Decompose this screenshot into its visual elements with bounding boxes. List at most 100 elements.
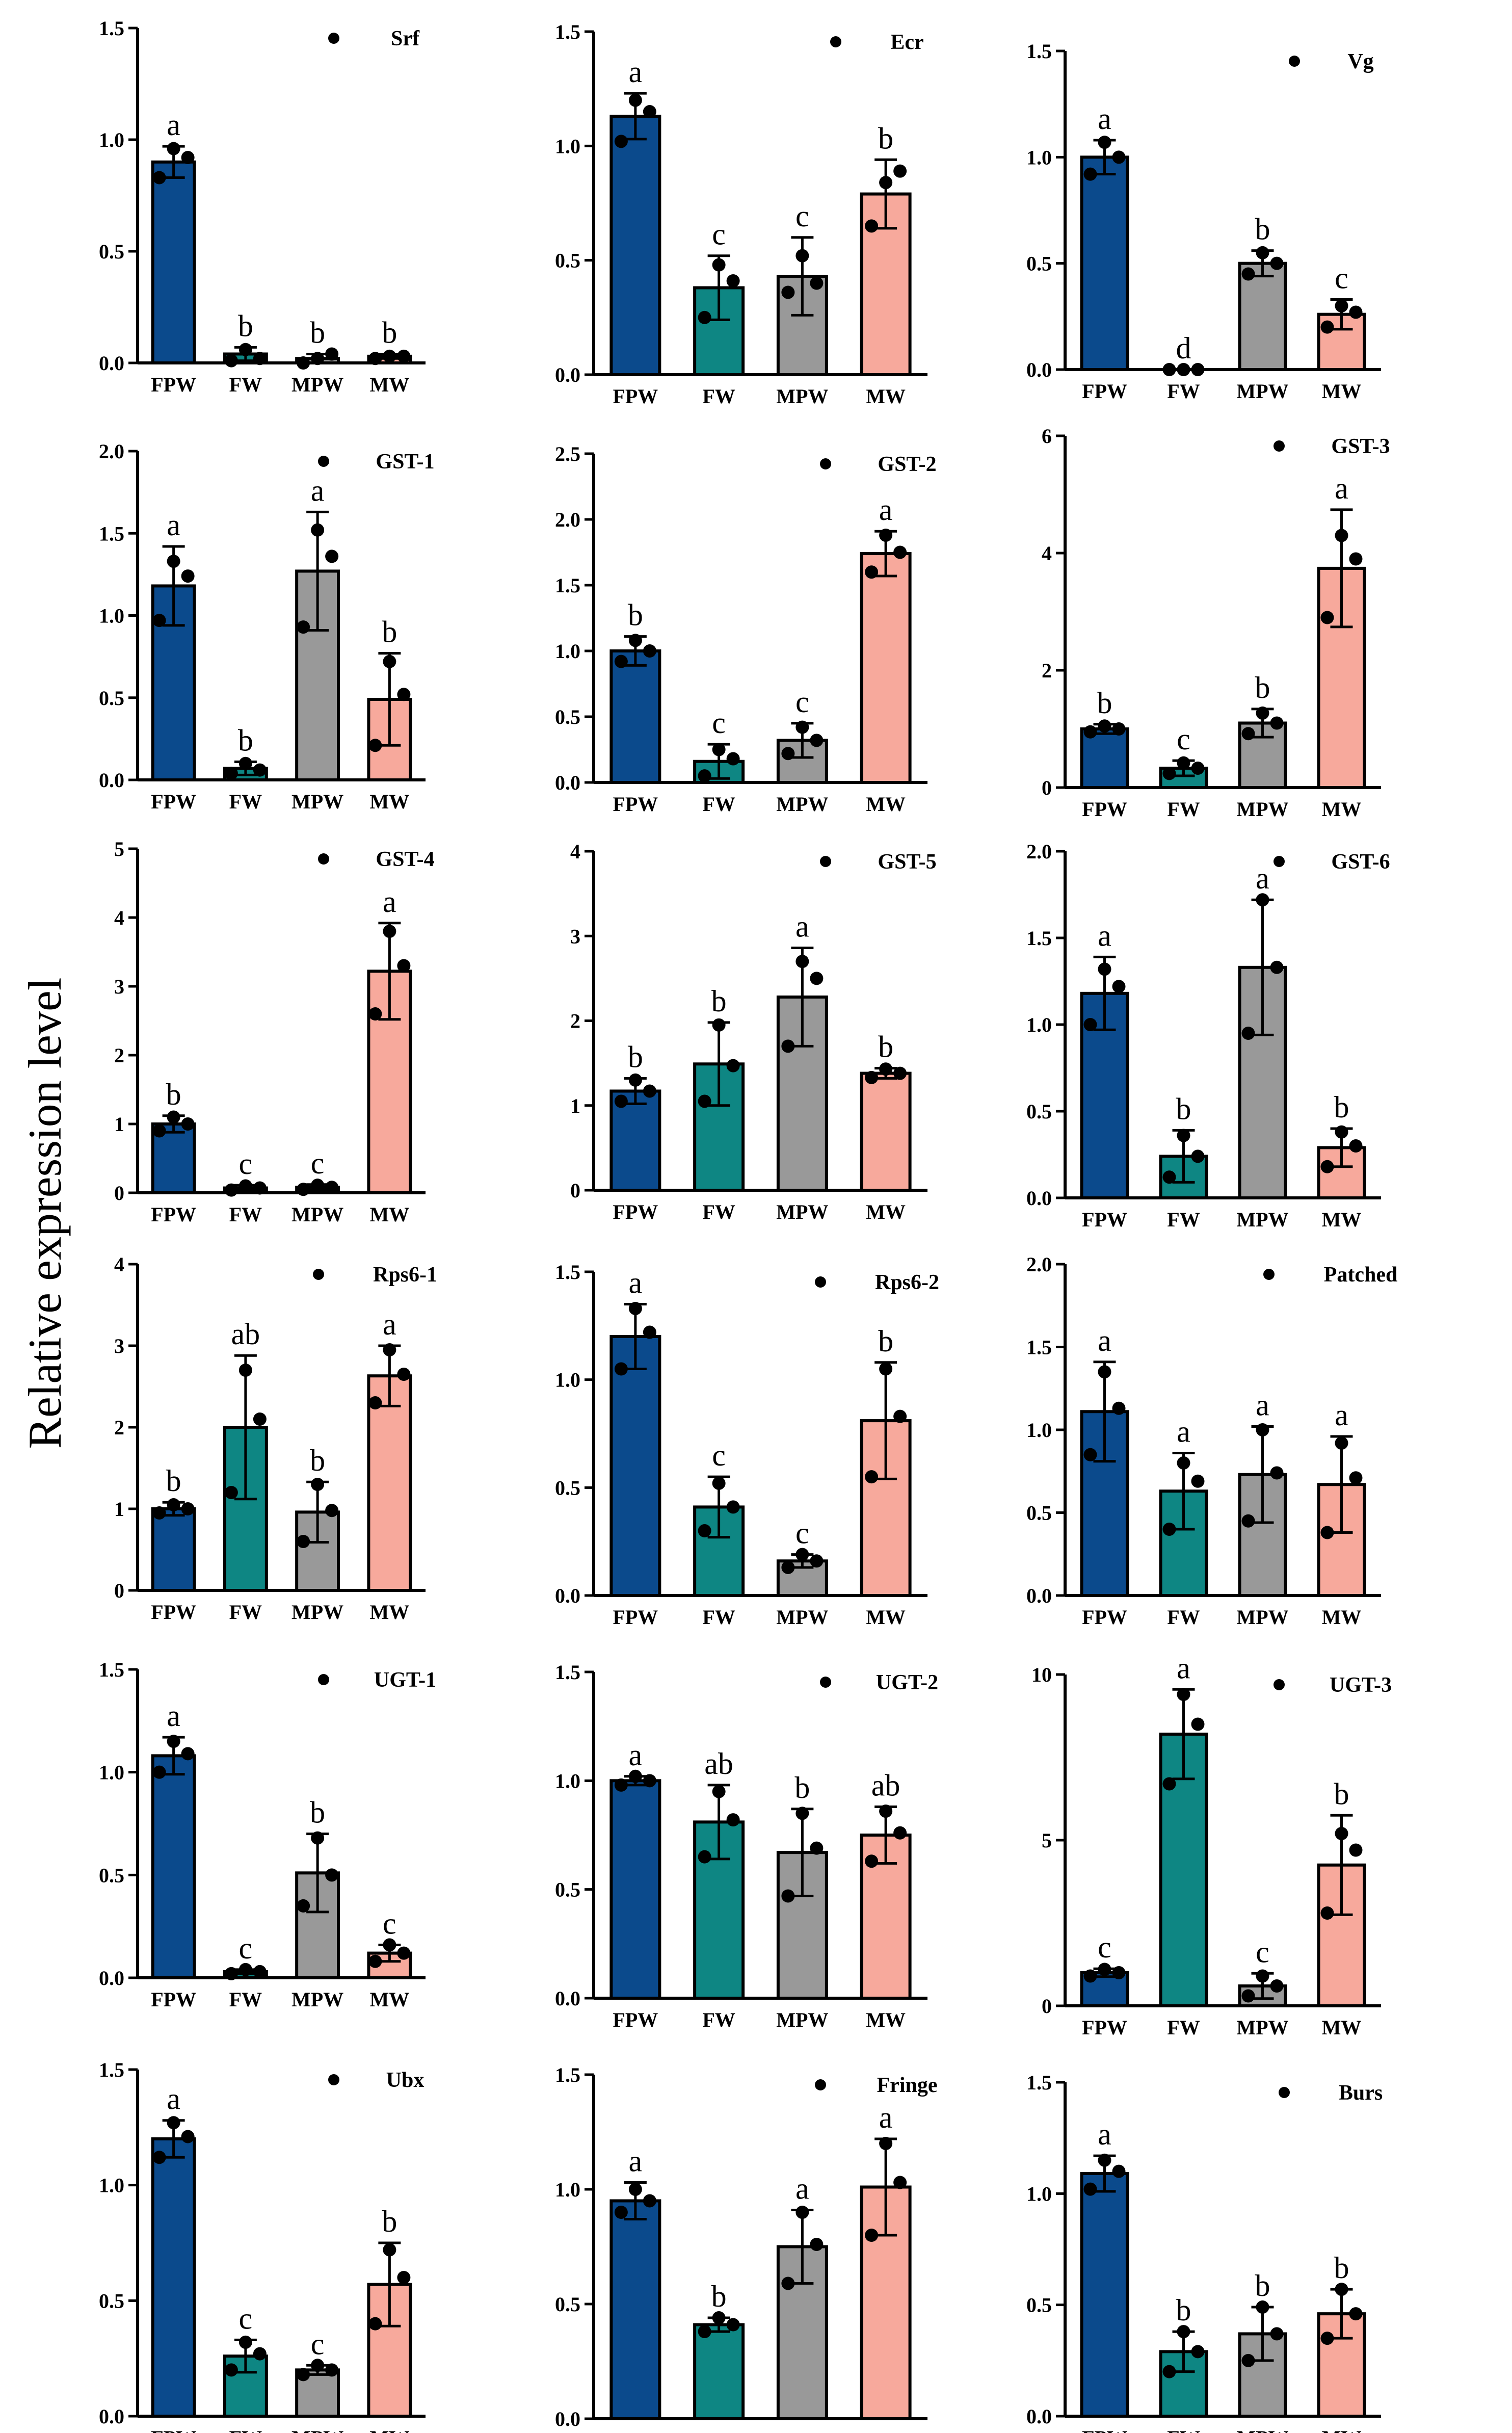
significance-letter: c (311, 1146, 325, 1180)
data-point (1083, 725, 1097, 739)
data-point (1320, 1160, 1334, 1173)
data-point (1241, 2353, 1255, 2367)
panel-title: Ecr (890, 31, 923, 54)
data-point (643, 644, 656, 658)
bar-fpw (609, 115, 661, 377)
chart-panel-gst-1: 0.0 0.5 1.0 1.5 2.0 GST-1 a FPW b FW a MPW b MW (99, 440, 435, 813)
x-tick-label: FW (229, 790, 262, 813)
y-tick-label: 1 (570, 1094, 580, 1117)
y-tick-label: 1.5 (555, 1661, 580, 1684)
x-tick-label: FPW (151, 373, 196, 396)
y-tick-label: 2.5 (555, 442, 580, 465)
chart-panel-rps6-2: 0.0 0.5 1.0 1.5 Rps6-2 a FPW c FW c MPW b MW (555, 1261, 939, 1629)
significance-letter: c (795, 199, 809, 233)
bar-fw (693, 286, 745, 376)
x-tick-label: FPW (1082, 1606, 1127, 1629)
chart-panel-ugt-1: 0.0 0.5 1.0 1.5 UGT-1 a FPW c FW b MPW c MW (99, 1658, 436, 2011)
data-point (368, 739, 382, 752)
y-tick-label: 0.0 (99, 2405, 124, 2428)
data-point (1241, 267, 1255, 281)
panel-title: GST-2 (878, 453, 936, 476)
y-tick-label: 0.0 (1026, 1187, 1052, 1210)
data-point (781, 1560, 795, 1574)
panel-title: Patched (1324, 1263, 1398, 1287)
data-point (238, 2335, 252, 2349)
data-point (643, 1084, 656, 1098)
panel-title: UGT-2 (876, 1671, 938, 1694)
legend-dot (328, 33, 339, 44)
x-tick-label: FPW (613, 385, 658, 408)
bar-fpw (609, 1779, 661, 2000)
y-tick-label: 0.0 (99, 1967, 124, 1990)
x-tick-label: FPW (151, 1988, 196, 2011)
x-tick-label: MW (866, 2429, 906, 2433)
chart-panel-ubx: 0.0 0.5 1.0 1.5 Ubx a FPW c FW c MPW b MW (99, 2058, 426, 2433)
data-point (614, 135, 628, 148)
chart-panel-gst-6: 0.0 0.5 1.0 1.5 2.0 GST-6 a FPW b FW a MPW b MW (1026, 840, 1390, 1231)
y-tick-label: 2.0 (555, 508, 580, 531)
data-point (1098, 1365, 1111, 1379)
y-tick-label: 2 (1042, 659, 1052, 682)
significance-letter: a (629, 1266, 643, 1300)
data-point (628, 93, 642, 107)
data-point (795, 249, 809, 263)
y-tick-label: 1.0 (99, 1761, 124, 1784)
data-point (297, 1899, 310, 1913)
x-tick-label: MW (369, 2426, 409, 2433)
data-point (167, 1735, 180, 1748)
y-tick-label: 0.0 (555, 2408, 580, 2430)
legend-dot (820, 458, 831, 469)
data-point (383, 925, 396, 938)
x-tick-label: MPW (776, 2429, 828, 2433)
y-tick-label: 1.0 (1026, 1013, 1052, 1036)
y-tick-label: 2.0 (1026, 1253, 1052, 1276)
x-tick-label: FPW (613, 793, 658, 816)
x-tick-label: FW (229, 1988, 262, 2011)
x-tick-label: FW (229, 2426, 262, 2433)
data-point (810, 734, 824, 747)
data-point (628, 634, 642, 647)
data-point (1270, 256, 1284, 270)
data-point (614, 1094, 628, 1108)
x-tick-label: FW (702, 2008, 735, 2031)
x-tick-label: FPW (613, 2008, 658, 2031)
data-point (795, 1807, 809, 1820)
data-point (1270, 960, 1284, 974)
y-tick-label: 2.0 (1026, 840, 1052, 863)
significance-letter: b (1097, 686, 1112, 720)
data-point (712, 2311, 726, 2324)
data-point (726, 1059, 740, 1072)
y-tick-label: 1.0 (555, 2178, 580, 2201)
x-tick-label: MW (866, 385, 906, 408)
legend-dot (1274, 856, 1285, 867)
y-tick-label: 0 (114, 1182, 124, 1205)
data-point (614, 1778, 628, 1792)
significance-letter: b (1176, 1092, 1191, 1126)
significance-letter: b (878, 1030, 893, 1064)
x-tick-label: FW (1167, 2016, 1200, 2039)
y-tick-label: 1.5 (555, 1261, 580, 1284)
significance-letter: a (795, 910, 809, 944)
legend-dot (830, 36, 841, 47)
panel-title: GST-6 (1331, 850, 1390, 874)
data-point (1177, 756, 1190, 770)
significance-letter: c (795, 685, 809, 719)
significance-letter: b (628, 1040, 643, 1074)
panel-title: Ubx (386, 2069, 425, 2092)
data-point (253, 352, 267, 365)
data-point (879, 1804, 893, 1818)
panel-title: UGT-3 (1330, 1673, 1392, 1697)
data-point (712, 743, 726, 756)
y-tick-label: 0.5 (1026, 2294, 1052, 2317)
significance-letter: b (711, 2280, 727, 2313)
data-point (795, 1548, 809, 1561)
data-point (643, 1774, 656, 1788)
data-point (152, 171, 166, 185)
legend-dot (815, 1276, 826, 1288)
data-point (628, 1073, 642, 1087)
data-point (311, 352, 325, 365)
data-point (1270, 716, 1284, 730)
significance-letter: a (167, 108, 180, 142)
data-point (1349, 1471, 1363, 1485)
data-point (253, 1412, 267, 1426)
